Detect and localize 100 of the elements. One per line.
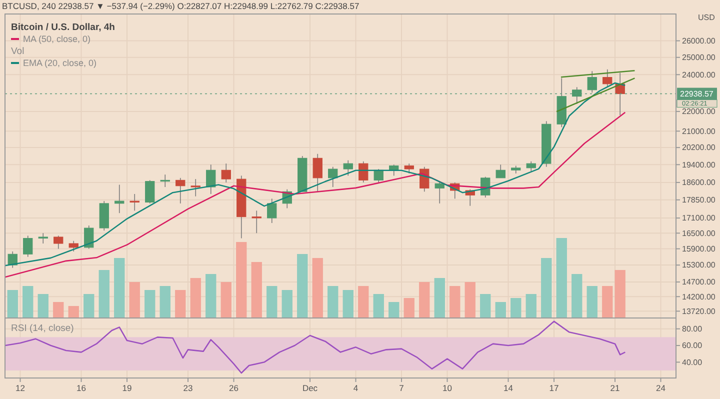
bar — [464, 282, 476, 318]
chart-title: Vol — [11, 46, 24, 57]
candlestick — [328, 166, 338, 188]
candlestick — [221, 163, 231, 183]
bar — [190, 278, 201, 318]
x-tick-label: 7 — [399, 383, 404, 393]
bar — [282, 290, 292, 318]
candlestick — [114, 184, 124, 214]
bar — [450, 286, 460, 318]
y-tick-label: 17850.00 — [682, 196, 716, 204]
bar — [38, 294, 48, 318]
candlestick — [312, 153, 322, 192]
candlestick — [404, 163, 414, 174]
bar — [556, 238, 567, 318]
candlestick — [130, 194, 140, 212]
x-tick-label: 4 — [353, 383, 358, 393]
text: USD — [698, 13, 716, 22]
y-tick-label: 13720.00 — [682, 306, 716, 316]
candlestick — [84, 225, 94, 250]
text: Bitcoin / U.S. Dollar, 4h — [11, 22, 116, 33]
candlestick — [160, 174, 170, 188]
bar — [98, 270, 110, 318]
bar — [373, 294, 384, 318]
y-tick-label: 19400.00 — [682, 160, 716, 170]
bar — [175, 290, 186, 318]
bar — [206, 274, 216, 318]
y-tick-label: 14700.00 — [682, 278, 716, 287]
candlestick — [38, 232, 48, 244]
candlestick — [358, 160, 368, 183]
bar — [160, 286, 170, 318]
candlestick — [343, 160, 353, 176]
bar — [586, 286, 598, 318]
chart-subtitle: BTCUSD, 240 22938.57 ▼ −537.94 (−2.29%) O:22827.07 H:22948.99 L:22762.79 C:22938.57 — [2, 1, 360, 11]
candlestick — [526, 160, 536, 172]
y-tick-label: 18600.00 — [682, 178, 716, 188]
candlestick — [434, 180, 444, 204]
legend-label: MA (50, close, 0) — [23, 34, 91, 44]
bar — [297, 254, 308, 318]
candlestick — [54, 235, 64, 250]
bar — [404, 298, 414, 318]
bar — [84, 294, 94, 318]
bar — [251, 262, 262, 318]
y-tick-label: 80.00 — [682, 324, 703, 334]
bar — [312, 258, 323, 318]
bar — [434, 278, 445, 318]
candlestick — [602, 68, 612, 88]
y-tick-label: 26000.00 — [682, 36, 716, 46]
bar — [53, 302, 64, 318]
x-tick-label: 14 — [504, 383, 514, 393]
x-tick-label: Dec — [302, 383, 318, 393]
bar — [236, 242, 247, 318]
candlestick — [252, 210, 262, 234]
y-tick-label: 16500.00 — [682, 228, 716, 238]
bar — [144, 290, 156, 318]
candlestick — [374, 168, 384, 183]
x-tick-label: 26 — [229, 383, 239, 393]
y-tick-label: 20200.00 — [682, 143, 716, 152]
x-tick-label: 23 — [183, 383, 193, 393]
x-tick-label: 16 — [76, 383, 86, 393]
bar — [510, 298, 522, 318]
candlestick — [8, 251, 18, 268]
legend-label: EMA (20, close, 0) — [23, 58, 97, 68]
bar — [114, 258, 125, 318]
y-tick-label: 22000.00 — [682, 107, 716, 116]
bar — [129, 282, 140, 318]
y-tick-label: 60.00 — [682, 341, 703, 350]
bar — [266, 286, 278, 318]
x-tick-label: 12 — [16, 383, 26, 393]
bar — [602, 286, 613, 318]
bar — [342, 290, 354, 318]
bar — [388, 302, 400, 318]
y-tick-label: 15300.00 — [682, 260, 716, 270]
bar — [220, 282, 232, 318]
ref-line-label: 22938.57 — [680, 89, 714, 98]
candlestick — [206, 164, 216, 194]
y-tick-label: 21000.00 — [682, 126, 716, 136]
x-tick-label: 24 — [656, 383, 666, 393]
candlestick — [176, 178, 186, 204]
candlestick — [145, 180, 155, 204]
text: RSI (14, close) — [11, 323, 74, 334]
bar — [541, 258, 552, 318]
bar — [7, 290, 18, 318]
bar — [68, 306, 79, 318]
y-tick-label: 25000.00 — [682, 53, 716, 62]
x-tick-label: 10 — [442, 383, 452, 393]
x-tick-label: 21 — [610, 383, 620, 393]
y-tick-label: 14200.00 — [682, 292, 716, 302]
y-tick-label: 24000.00 — [682, 70, 716, 80]
bar — [526, 294, 536, 318]
bar — [495, 302, 506, 318]
bar — [358, 286, 369, 318]
y-tick-label: 40.00 — [682, 358, 703, 367]
bar — [328, 286, 338, 318]
bar — [22, 286, 34, 318]
y-tick-label: 15900.00 — [682, 244, 716, 254]
x-tick-label: 17 — [549, 383, 559, 393]
bar — [572, 274, 582, 318]
candlestick — [496, 164, 506, 178]
candlestick — [190, 178, 200, 197]
bar — [419, 282, 430, 318]
